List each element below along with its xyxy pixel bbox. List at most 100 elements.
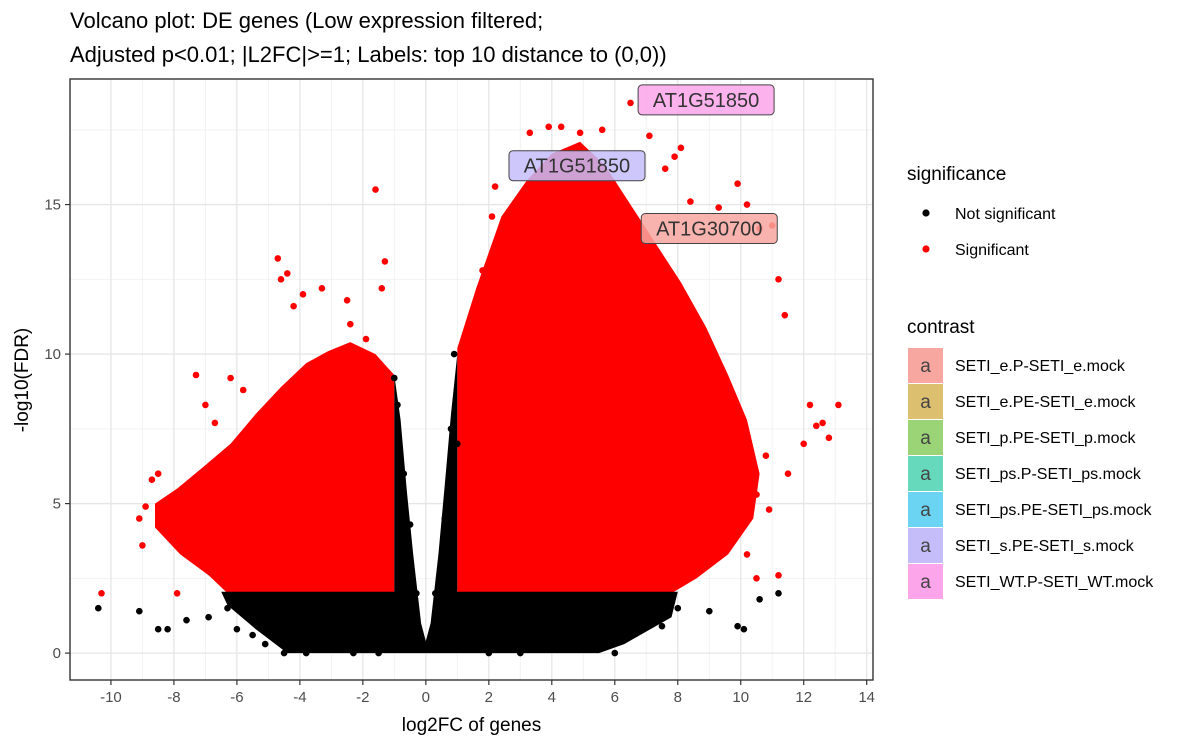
y-axis-ticks: 0 5 10 15 bbox=[44, 197, 70, 662]
contrast-legend-key bbox=[908, 348, 943, 383]
significance-legend-label: Not significant bbox=[955, 206, 1056, 223]
not-significant-point bbox=[734, 622, 741, 630]
contrast-legend-key-letter: a bbox=[920, 356, 931, 377]
contrast-legend-key-letter: a bbox=[920, 500, 931, 521]
significant-point bbox=[687, 198, 694, 205]
x-tick-label: 10 bbox=[732, 689, 749, 706]
y-tick-label: 0 bbox=[53, 645, 61, 662]
not-significant-point bbox=[350, 649, 357, 657]
significant-point bbox=[192, 371, 200, 379]
significant-point bbox=[491, 183, 499, 190]
significance-legend-title: significance bbox=[907, 164, 1006, 185]
significant-point bbox=[362, 335, 370, 343]
gene-label-box bbox=[637, 84, 775, 116]
not-significant-point bbox=[205, 613, 212, 621]
significant-point bbox=[646, 132, 653, 140]
gene-label-text: AT1G30700 bbox=[656, 219, 762, 241]
y-tick-label: 5 bbox=[53, 496, 61, 513]
not-significant-point bbox=[756, 596, 763, 603]
not-significant-point bbox=[406, 521, 414, 528]
gene-label-text: AT1G51850 bbox=[653, 90, 759, 112]
chart-title-line-2: Adjusted p<0.01; |L2FC|>=1; Labels: top … bbox=[70, 42, 667, 67]
y-tick-label: 15 bbox=[44, 197, 61, 214]
significant-point bbox=[800, 440, 807, 448]
contrast-legend-key-letter: a bbox=[920, 572, 931, 593]
not-significant-point bbox=[183, 616, 190, 624]
significant-point bbox=[598, 126, 606, 134]
chart-title-line-1: Volcano plot: DE genes (Low expression f… bbox=[70, 8, 543, 33]
significant-point bbox=[98, 590, 105, 597]
not-significant-point bbox=[164, 625, 171, 633]
significant-point bbox=[734, 180, 741, 187]
significant-point bbox=[148, 476, 156, 484]
significant-point bbox=[819, 419, 826, 427]
contrast-legend-key-letter: a bbox=[920, 536, 931, 557]
significant-point bbox=[775, 572, 782, 579]
contrast-legend-key bbox=[908, 564, 943, 599]
points-layer bbox=[95, 99, 842, 657]
significant-point bbox=[715, 204, 722, 211]
plot-panel-border bbox=[69, 78, 874, 681]
not-significant-point bbox=[447, 425, 455, 433]
contrast-legend-label: SETI_e.P-SETI_e.mock bbox=[955, 358, 1126, 375]
contrast-legend-key-letter: a bbox=[920, 464, 931, 485]
significant-point bbox=[347, 320, 354, 328]
significant-point bbox=[526, 129, 534, 137]
significant-point bbox=[460, 380, 467, 388]
significant-point bbox=[762, 452, 770, 460]
x-tick-label: 6 bbox=[611, 689, 619, 706]
significant-point bbox=[743, 551, 751, 558]
legend: significance contrast Not significant Sig… bbox=[907, 164, 1154, 599]
contrast-legend-label: SETI_s.PE-SETI_s.mock bbox=[955, 538, 1135, 555]
significant-point bbox=[202, 401, 209, 409]
not-significant-point bbox=[674, 604, 682, 612]
gene-label-box bbox=[508, 150, 646, 182]
y-tick-label: 10 bbox=[44, 346, 61, 363]
contrast-legend-key bbox=[908, 420, 943, 455]
not-significant-point bbox=[261, 640, 269, 648]
significant-point bbox=[557, 123, 565, 131]
significant-point bbox=[753, 491, 760, 498]
significance-legend-key bbox=[922, 245, 930, 253]
x-axis-label: log2FC of genes bbox=[402, 715, 541, 736]
x-tick-label: 2 bbox=[485, 689, 493, 706]
not-significant-point bbox=[740, 625, 748, 633]
significant-point bbox=[784, 470, 792, 478]
contrast-legend-key bbox=[908, 528, 943, 563]
significant-point bbox=[765, 506, 773, 513]
contrast-legend-key bbox=[908, 384, 943, 419]
x-tick-label: -8 bbox=[167, 689, 180, 706]
not-significant-point bbox=[413, 590, 420, 597]
not-significant-region-layer bbox=[221, 354, 678, 654]
contrast-legend-label: SETI_ps.P-SETI_ps.mock bbox=[955, 466, 1142, 483]
significant-point bbox=[671, 153, 678, 160]
significant-point bbox=[372, 186, 379, 193]
not-significant-point bbox=[485, 649, 493, 657]
significant-region-down bbox=[155, 342, 395, 594]
significant-point bbox=[290, 302, 297, 310]
not-significant-point bbox=[454, 440, 461, 448]
contrast-legend-title: contrast bbox=[907, 317, 975, 338]
not-significant-point bbox=[706, 607, 713, 615]
significant-point bbox=[211, 419, 219, 427]
not-significant-point bbox=[450, 350, 458, 358]
not-significant-point bbox=[136, 607, 143, 615]
significant-point bbox=[161, 521, 168, 528]
significant-region-layer bbox=[155, 141, 760, 594]
significant-point bbox=[545, 123, 552, 131]
not-significant-point bbox=[249, 631, 256, 639]
significant-point bbox=[488, 213, 496, 220]
contrast-legend-key-letter: a bbox=[920, 392, 931, 413]
significant-point bbox=[781, 311, 789, 319]
y-axis-label: -log10(FDR) bbox=[12, 328, 33, 433]
x-tick-label: 12 bbox=[795, 689, 812, 706]
significant-point bbox=[813, 422, 820, 430]
significant-point bbox=[139, 542, 146, 549]
significant-point bbox=[835, 401, 842, 409]
contrast-legend-key-letter: a bbox=[920, 428, 931, 449]
significant-point bbox=[274, 255, 282, 262]
not-significant-point bbox=[517, 649, 524, 657]
not-significant-point bbox=[548, 640, 556, 648]
